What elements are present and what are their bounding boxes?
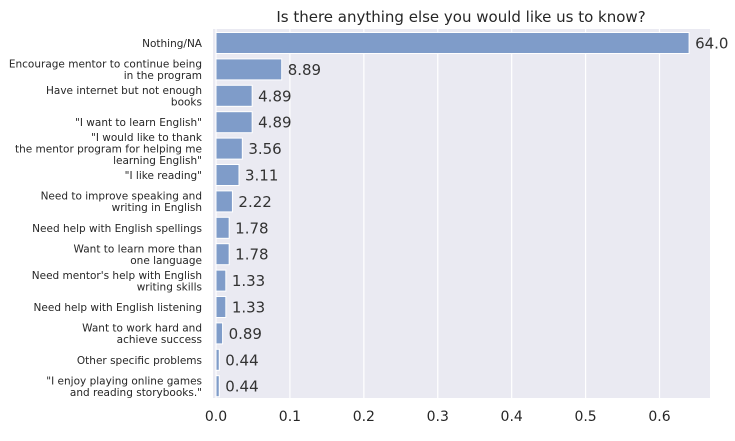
category-label-line: Other specific problems [77,355,202,367]
x-tick-label: 0.0 [205,409,227,425]
bar [215,322,224,345]
category-label: Need help with English spellings [32,223,202,235]
data-label: 3.11 [245,167,278,185]
category-label: Encourage mentor to continue being in the… [9,59,202,83]
category-label-line: Encourage mentor to continue being [9,59,202,71]
x-tick-label: 0.5 [574,409,596,425]
bar [215,111,253,134]
category-label: Want to work hard and achieve success [82,323,202,347]
category-label: "I like reading" [125,170,202,182]
plot-background [213,29,710,398]
bar [215,137,243,160]
bar [215,296,227,318]
data-label: 1.78 [235,219,268,237]
bar [215,269,227,292]
x-tick-label: 0.4 [501,409,523,425]
category-label-line: Need help with English spellings [32,223,202,235]
category-label-line: Need mentor's help with English [32,270,202,282]
category-label: Have internet but not enough books [46,85,202,109]
category-label-line: writing skills [137,281,202,293]
category-label-line: and reading storybooks." [70,387,202,399]
data-label: 8.89 [288,61,321,79]
data-label: 4.89 [258,87,291,105]
x-tick-label: 0.6 [648,409,670,425]
category-label-line: in the program [124,70,202,82]
data-label: 3.56 [248,140,281,158]
x-tick-label: 0.3 [427,409,449,425]
category-label-line: Need help with English listening [34,302,202,314]
data-label: 64.0 [695,35,728,53]
bar [215,190,233,213]
category-label-line: learning English" [113,155,202,167]
gridlines [215,29,661,398]
bar [215,164,240,186]
category-label: "I enjoy playing online games and reading… [46,375,202,399]
category-label: "I want to learn English" [75,117,202,129]
data-label: 0.44 [225,351,258,369]
category-label-line: Want to work hard and [82,323,202,335]
bar [215,243,230,266]
category-labels: Nothing/NA Encourage mentor to continue b… [9,38,203,399]
bar [215,375,220,398]
x-tick-label: 0.1 [279,409,301,425]
category-label-line: "I like reading" [125,170,202,182]
category-label-line: Want to learn more than [74,243,202,255]
category-label-line: achieve success [117,334,202,346]
data-label: 1.78 [235,246,268,264]
x-tick-label: 0.2 [353,409,375,425]
data-label: 0.89 [229,325,262,343]
category-label-line: "I would like to thank [91,132,203,144]
category-label-line: the mentor program for helping me [15,144,202,156]
data-label: 4.89 [258,114,291,132]
category-label-line: books [171,97,202,109]
category-label: Want to learn more than one language [74,243,202,267]
category-label-line: Nothing/NA [142,38,203,50]
category-label: "I would like to thank the mentor program… [15,132,203,167]
data-labels: 64.0 8.89 4.89 4.89 3.56 3.11 2.22 1.78 1.78 1.33… [225,35,728,396]
category-label-line: Need to improve speaking and [41,191,202,203]
category-label: Other specific problems [77,355,202,367]
category-label-line: "I want to learn English" [75,117,202,129]
chart-title: Is there anything else you would like us… [276,8,645,26]
bar [215,348,220,371]
data-label: 1.33 [232,299,265,317]
data-label: 0.44 [225,378,258,396]
category-label-line: Have internet but not enough [46,85,202,97]
bar [215,84,253,107]
x-tick-labels: 0.0 0.1 0.2 0.3 0.4 0.5 0.6 [205,409,671,425]
bar [215,32,690,54]
category-label: Need mentor's help with English writing s… [32,270,202,294]
bars [215,32,690,398]
category-label-line: "I enjoy playing online games [46,375,202,387]
bar [215,216,230,239]
data-label: 1.33 [232,272,265,290]
category-label: Need to improve speaking and writing in E… [41,191,202,215]
category-label-line: writing in English [112,202,202,214]
category-label: Nothing/NA [142,38,203,50]
category-label: Need help with English listening [34,302,202,314]
category-label-line: one language [130,255,202,267]
data-label: 2.22 [238,193,271,211]
bar [215,58,283,81]
